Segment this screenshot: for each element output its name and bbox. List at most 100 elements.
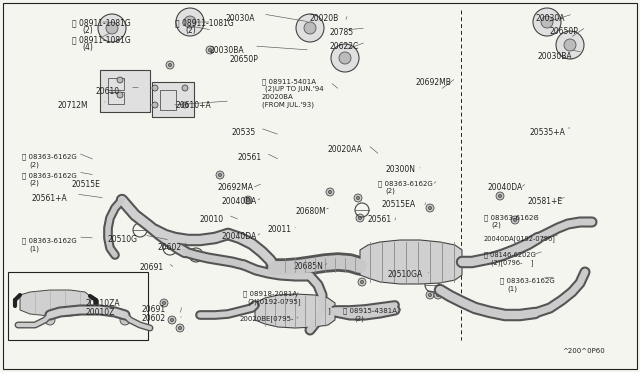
Circle shape	[499, 195, 502, 198]
Text: Ⓟ 08915-4381A: Ⓟ 08915-4381A	[343, 307, 397, 314]
Circle shape	[356, 214, 364, 222]
Text: 20515E: 20515E	[72, 180, 101, 189]
Text: (2): (2)	[29, 180, 39, 186]
Circle shape	[98, 14, 126, 42]
Bar	[160, 90, 176, 110]
Text: Ⓝ 08918-2081A: Ⓝ 08918-2081A	[243, 290, 297, 296]
Text: (2)UP TO JUN.'94: (2)UP TO JUN.'94	[265, 86, 324, 93]
Circle shape	[209, 48, 212, 52]
Circle shape	[328, 190, 332, 193]
Circle shape	[184, 16, 196, 28]
Circle shape	[339, 52, 351, 64]
Text: 20010Z: 20010Z	[86, 308, 115, 317]
Text: 20030A: 20030A	[225, 14, 255, 23]
Text: 20010ZA: 20010ZA	[86, 299, 120, 308]
Bar	[108, 78, 124, 90]
Text: 20020BE[0795-: 20020BE[0795-	[240, 315, 294, 322]
Text: Ⓝ 08911-1081G: Ⓝ 08911-1081G	[72, 35, 131, 44]
Text: 20685N: 20685N	[293, 262, 323, 271]
Text: (2): (2)	[29, 161, 39, 167]
Circle shape	[513, 218, 516, 222]
Circle shape	[356, 196, 360, 200]
Text: (2): (2)	[82, 26, 93, 35]
Circle shape	[166, 61, 174, 69]
Circle shape	[206, 46, 214, 54]
Text: 20030A: 20030A	[535, 14, 564, 23]
Circle shape	[428, 206, 431, 209]
Text: 20610: 20610	[96, 87, 120, 96]
Circle shape	[218, 173, 221, 177]
Text: 20040DA: 20040DA	[222, 197, 257, 206]
Text: 20650P: 20650P	[230, 55, 259, 64]
Circle shape	[179, 326, 182, 330]
Text: 20040DA: 20040DA	[487, 183, 522, 192]
Text: 20785: 20785	[330, 28, 354, 37]
Circle shape	[160, 299, 168, 307]
Text: ^200^0P60: ^200^0P60	[562, 348, 605, 354]
Circle shape	[45, 315, 55, 325]
Text: 20561: 20561	[368, 215, 392, 224]
Circle shape	[366, 269, 370, 272]
Circle shape	[152, 102, 158, 108]
Text: 20561: 20561	[238, 153, 262, 162]
Circle shape	[436, 268, 444, 276]
Text: Ⓢ 08363-6162G: Ⓢ 08363-6162G	[22, 237, 77, 244]
Circle shape	[117, 77, 123, 83]
Text: (1): (1)	[29, 245, 39, 251]
Text: (1): (1)	[507, 285, 517, 292]
Circle shape	[182, 102, 188, 108]
Circle shape	[323, 307, 326, 310]
Text: 20020B: 20020B	[310, 14, 339, 23]
Circle shape	[170, 318, 173, 322]
Circle shape	[182, 85, 188, 91]
Circle shape	[163, 301, 166, 305]
Text: 20030BA: 20030BA	[210, 46, 244, 55]
Circle shape	[246, 198, 250, 202]
Circle shape	[436, 256, 440, 260]
Text: (4): (4)	[82, 43, 93, 52]
Text: 20535+A: 20535+A	[530, 128, 566, 137]
Circle shape	[354, 261, 362, 269]
Circle shape	[434, 291, 442, 299]
Text: 20680M: 20680M	[295, 207, 326, 216]
Text: (2)[0192-0795]: (2)[0192-0795]	[247, 298, 301, 305]
Text: Ⓢ 08363-6162G: Ⓢ 08363-6162G	[22, 153, 77, 160]
Circle shape	[168, 63, 172, 67]
Text: 20040DA: 20040DA	[222, 232, 257, 241]
Circle shape	[296, 14, 324, 42]
Circle shape	[358, 217, 362, 219]
Bar	[152, 82, 194, 117]
Text: Ⓝ 08911-5401A: Ⓝ 08911-5401A	[262, 78, 316, 84]
Text: (2): (2)	[185, 26, 196, 35]
Circle shape	[354, 194, 362, 202]
Text: 20030BA: 20030BA	[537, 52, 572, 61]
Text: 20561+A: 20561+A	[32, 194, 68, 203]
Circle shape	[360, 280, 364, 283]
Text: 20020BA: 20020BA	[262, 94, 294, 100]
Text: 20691: 20691	[140, 263, 164, 272]
Text: 20622C: 20622C	[330, 42, 359, 51]
Text: Ⓢ 08363-6162G: Ⓢ 08363-6162G	[378, 180, 433, 187]
Text: 20010: 20010	[200, 215, 224, 224]
Text: Ⓝ 08911-1081G: Ⓝ 08911-1081G	[72, 18, 131, 27]
Text: 20011: 20011	[268, 225, 292, 234]
Text: Ⓢ 08363-6162G: Ⓢ 08363-6162G	[484, 214, 539, 221]
Text: 20515EA: 20515EA	[382, 200, 416, 209]
Text: (2): (2)	[491, 222, 501, 228]
Circle shape	[326, 188, 334, 196]
Circle shape	[541, 16, 553, 28]
Circle shape	[152, 85, 158, 91]
Text: Ⓝ 08911-1081G: Ⓝ 08911-1081G	[175, 18, 234, 27]
Polygon shape	[360, 240, 462, 284]
Circle shape	[321, 304, 329, 312]
Text: (2): (2)	[354, 315, 364, 321]
Text: (2): (2)	[385, 188, 395, 195]
Circle shape	[304, 22, 316, 34]
Circle shape	[533, 8, 561, 36]
Circle shape	[117, 92, 123, 98]
Circle shape	[426, 291, 434, 299]
Circle shape	[120, 315, 130, 325]
Text: 20581+E: 20581+E	[527, 197, 562, 206]
Circle shape	[426, 204, 434, 212]
Circle shape	[364, 266, 372, 274]
